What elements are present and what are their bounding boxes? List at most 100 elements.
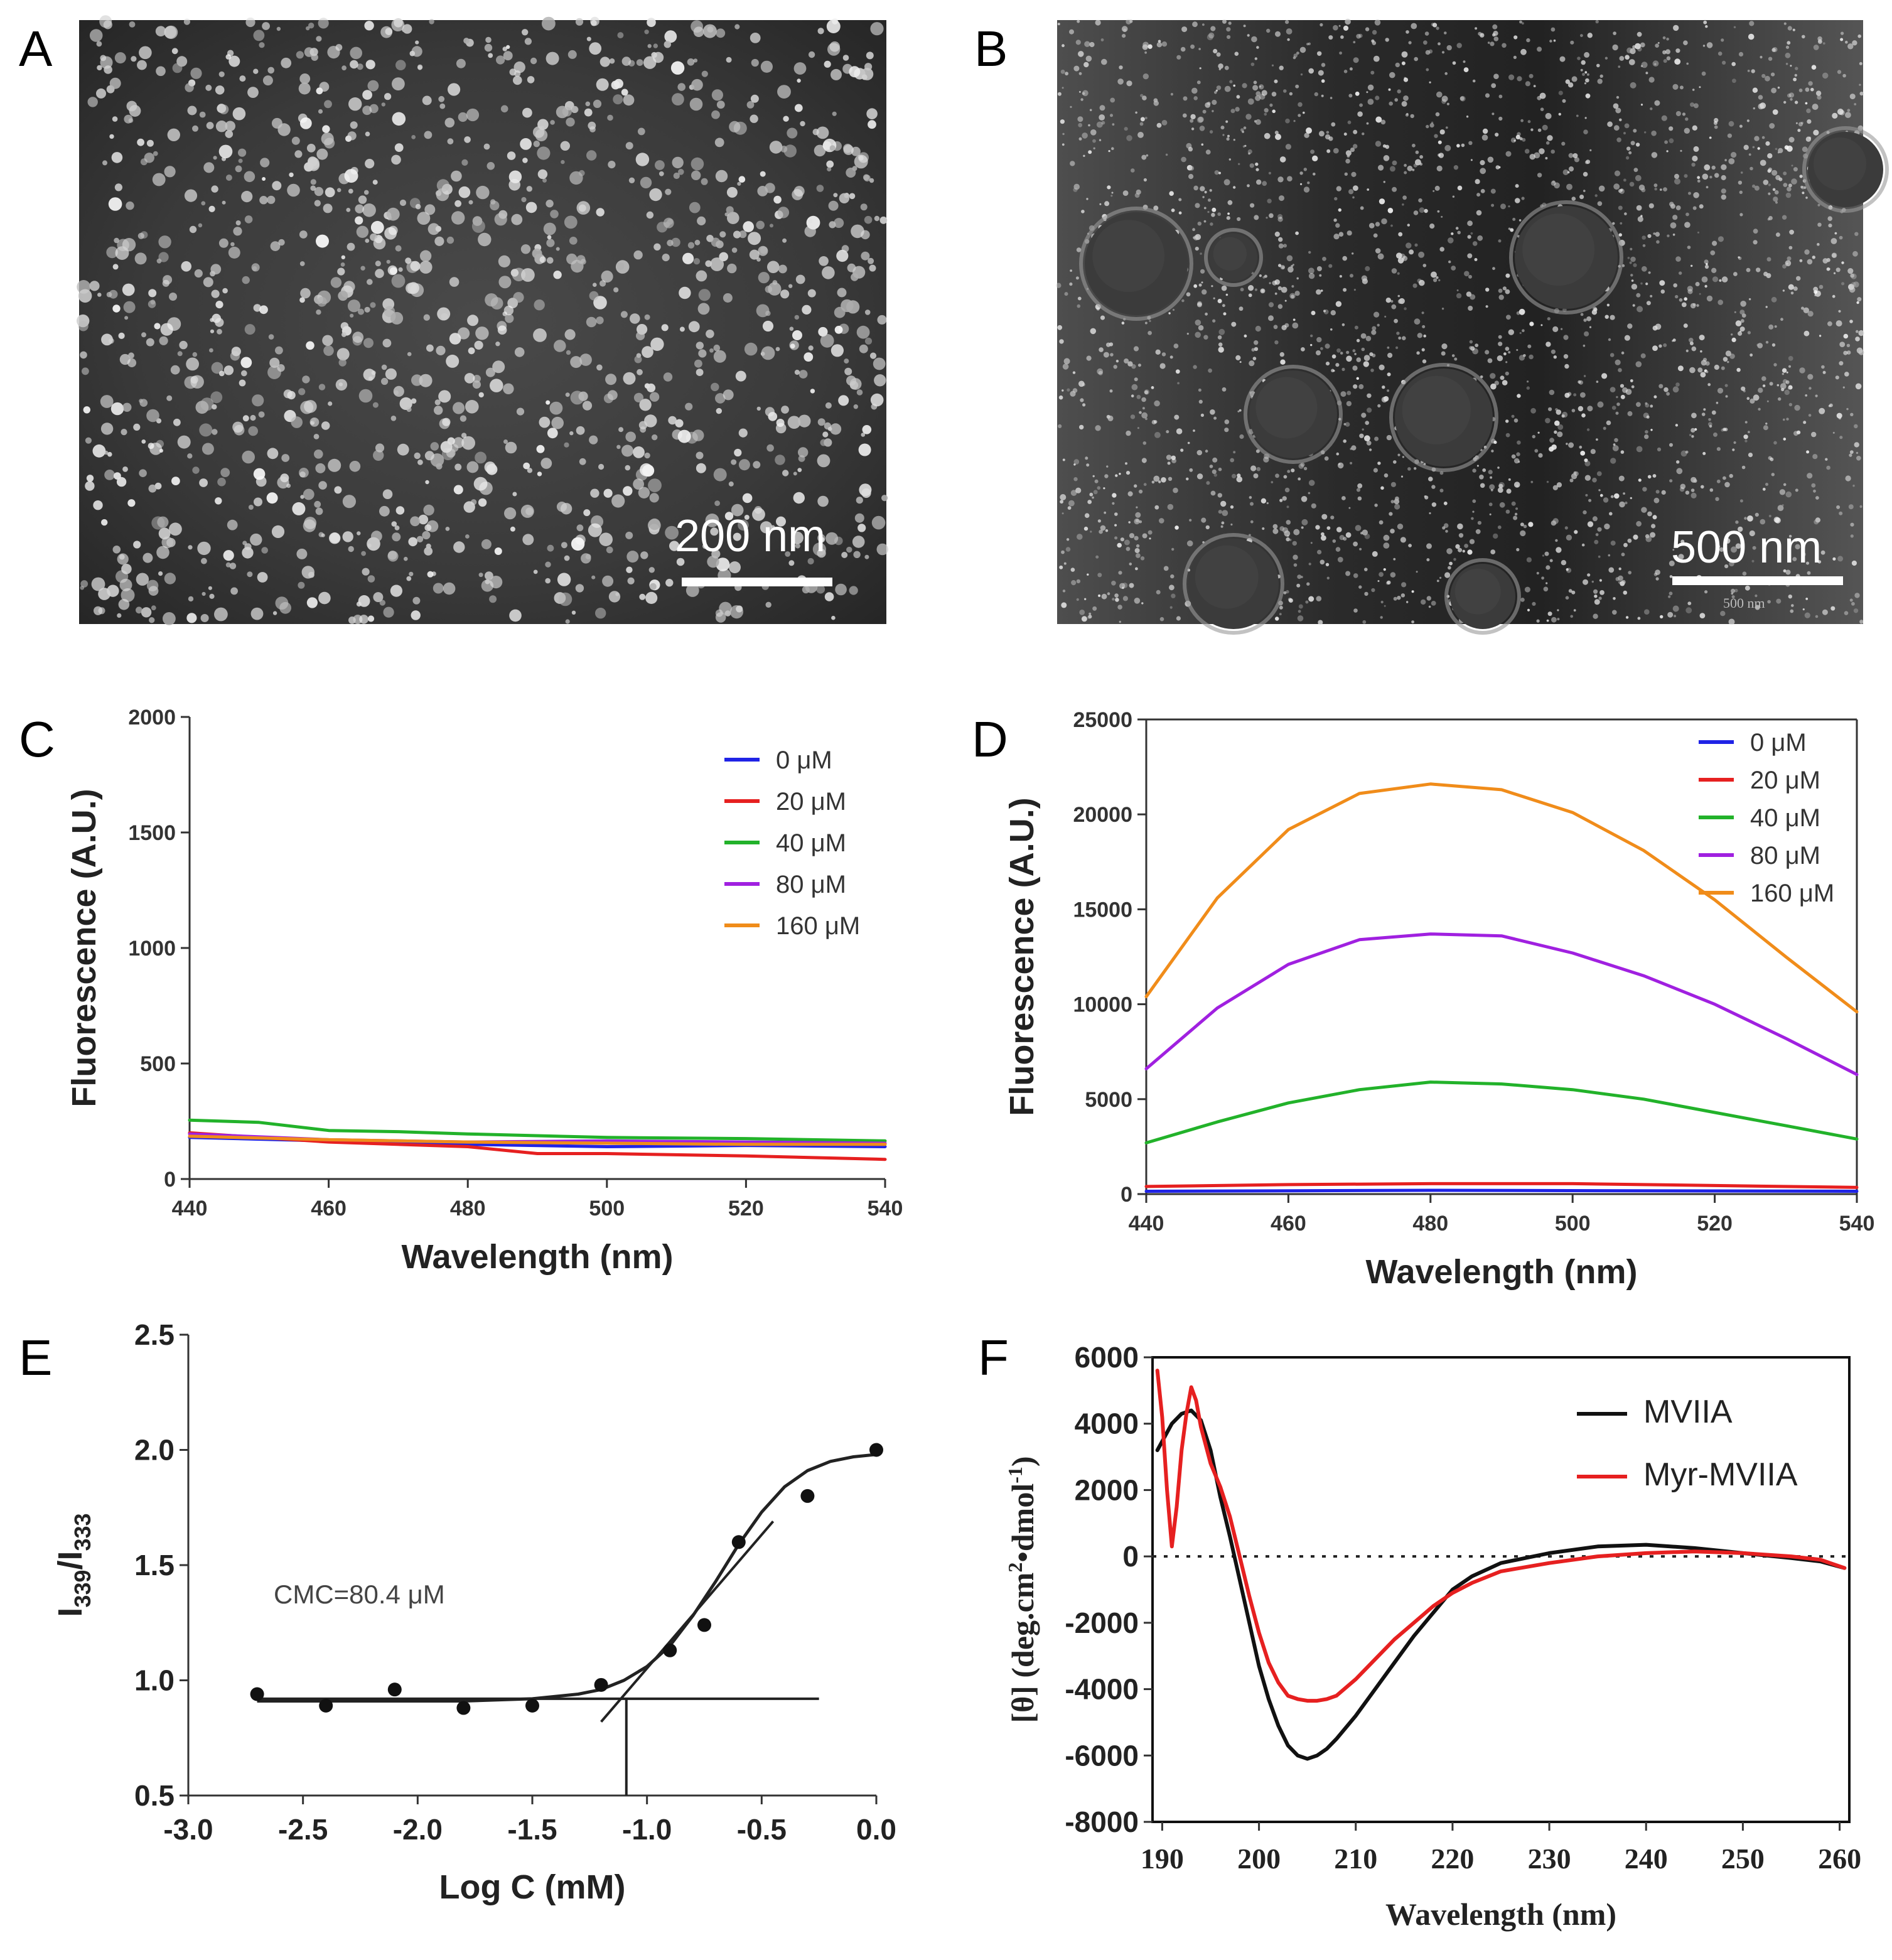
y-tick-label: 2000 xyxy=(1075,1473,1139,1506)
series-line-3 xyxy=(1144,932,1859,1076)
legend-label: 160 μM xyxy=(1750,880,1834,907)
y-tick-label: 10000 xyxy=(1073,993,1132,1017)
y-label-part: [θ] (deg.cm xyxy=(1005,1573,1040,1723)
data-point xyxy=(697,1618,711,1632)
x-tick-label: 540 xyxy=(1839,1212,1875,1236)
x-tick-label: -2.5 xyxy=(278,1813,328,1846)
y-tick-label: 0.5 xyxy=(134,1779,175,1812)
y-tick-label: 0 xyxy=(1121,1183,1132,1207)
micrograph-a: 200 nm xyxy=(77,15,889,625)
y-tick-label: 0 xyxy=(1122,1540,1139,1573)
series-line-4 xyxy=(188,1134,887,1146)
y-axis-label: Fluorescence (A.U.) xyxy=(1003,797,1041,1116)
legend-label: 160 μM xyxy=(776,912,860,940)
x-tick-label: 480 xyxy=(1412,1212,1448,1236)
x-tick-label: 250 xyxy=(1721,1843,1765,1875)
y-label-part: I xyxy=(51,1608,89,1617)
x-axis-label: Log C (mM) xyxy=(439,1868,626,1906)
scale-label-b: 500 nm xyxy=(1671,522,1822,573)
x-tick-label: 0.0 xyxy=(856,1813,896,1846)
data-point xyxy=(869,1443,883,1457)
y-tick-label: -2000 xyxy=(1065,1607,1139,1639)
x-tick-label: -0.5 xyxy=(737,1813,787,1846)
legend-label: MVIIA xyxy=(1643,1394,1733,1430)
legend-label: 20 μM xyxy=(1750,767,1820,794)
x-tick-label: -1.0 xyxy=(622,1813,672,1846)
series-line-2 xyxy=(1144,1080,1859,1144)
x-tick-label: 190 xyxy=(1141,1843,1184,1875)
y-tick-label: 0 xyxy=(164,1168,176,1192)
data-point xyxy=(800,1489,815,1503)
x-axis-label: Wavelength (nm) xyxy=(1385,1897,1616,1932)
plot-frame xyxy=(1151,1356,1851,1823)
y-axis-label: I339/I333 xyxy=(51,1513,95,1617)
x-tick-label: 210 xyxy=(1334,1843,1377,1875)
chart-f: 190 200 210 220 230 240 250 260 -8000 -6000 -4000 -… xyxy=(1004,1341,1861,1932)
chart-c: 440 460 480 500 520 540 0 500 1000 1500 2000 Wavele… xyxy=(65,706,903,1276)
panel-letter-b: B xyxy=(974,21,1008,77)
x-tick-label: -3.0 xyxy=(163,1813,213,1846)
y-axis-label: Fluorescence (A.U.) xyxy=(65,789,103,1107)
y-tick-label: -6000 xyxy=(1065,1739,1139,1772)
x-tick-label: 260 xyxy=(1818,1843,1861,1875)
series-line-0 xyxy=(1144,1188,1859,1193)
y-tick-label: 2.5 xyxy=(134,1318,175,1351)
y-tick-label: 1.5 xyxy=(134,1549,175,1581)
legend-label: 80 μM xyxy=(776,871,846,898)
series-line-4 xyxy=(1144,782,1859,1014)
series-line-1 xyxy=(188,1131,887,1161)
panel-letter-f: F xyxy=(978,1330,1009,1386)
x-tick-label: -2.0 xyxy=(393,1813,443,1846)
y-tick-label: -4000 xyxy=(1065,1673,1139,1706)
legend-label: 0 μM xyxy=(776,746,832,774)
y-tick-label: -8000 xyxy=(1065,1806,1139,1838)
legend-label: 80 μM xyxy=(1750,842,1820,870)
x-tick-label: 500 xyxy=(1555,1212,1591,1236)
panel-letter-d: D xyxy=(972,711,1008,767)
chart-d: 440 460 480 500 520 540 0 5000 10000 15000 20000 25… xyxy=(1003,708,1874,1291)
legend-label: Myr-MVIIA xyxy=(1643,1457,1798,1493)
chart-e: -3.0 -2.5 -2.0 -1.5 -1.0 -0.5 0.0 0.5 1.0 1.5 2.0 2… xyxy=(51,1318,896,1906)
scale-bar-a xyxy=(682,578,832,586)
legend-label: 40 μM xyxy=(1750,804,1820,832)
x-tick-label: 220 xyxy=(1431,1843,1474,1875)
x-axis-label: Wavelength (nm) xyxy=(1365,1253,1637,1291)
x-tick-label: 520 xyxy=(728,1197,764,1220)
panel-letter-c: C xyxy=(19,711,55,767)
legend-label: 20 μM xyxy=(776,788,846,816)
y-tick-label: 2000 xyxy=(128,706,176,730)
data-point xyxy=(731,1535,746,1549)
panel-letter-a: A xyxy=(19,21,53,77)
series-line-2 xyxy=(188,1118,887,1143)
x-tick-label: 460 xyxy=(311,1197,347,1220)
data-point xyxy=(594,1677,608,1692)
micrograph-b: 500 nm 500 nm xyxy=(1056,18,1889,635)
data-point xyxy=(663,1643,677,1657)
x-tick-label: 500 xyxy=(589,1197,625,1220)
panel-letter-e: E xyxy=(19,1330,52,1386)
scale-label-a: 200 nm xyxy=(675,511,825,561)
y-tick-label: 4000 xyxy=(1075,1408,1139,1440)
y-tick-label: 500 xyxy=(140,1052,176,1076)
x-tick-label: 200 xyxy=(1237,1843,1281,1875)
data-point xyxy=(525,1698,539,1713)
x-tick-label: 440 xyxy=(1129,1212,1164,1236)
y-label-sub: 333 xyxy=(70,1513,95,1551)
y-tick-label: 2.0 xyxy=(134,1434,175,1467)
x-tick-label: 460 xyxy=(1271,1212,1306,1236)
series-line-1 xyxy=(1155,1369,1847,1703)
y-label-sup: -1 xyxy=(1004,1467,1026,1483)
cmc-annotation: CMC=80.4 μM xyxy=(274,1580,445,1609)
data-point xyxy=(319,1698,333,1713)
y-tick-label: 5000 xyxy=(1085,1088,1132,1112)
y-tick-label: 1.0 xyxy=(134,1664,175,1697)
fit-curve xyxy=(257,1453,877,1703)
data-point xyxy=(387,1683,402,1697)
x-tick-label: -1.5 xyxy=(507,1813,557,1846)
y-axis-label: [θ] (deg.cm2•dmol-1) xyxy=(1004,1456,1040,1723)
y-tick-label: 6000 xyxy=(1075,1341,1139,1374)
y-label-part: /I xyxy=(51,1551,89,1570)
data-point xyxy=(456,1701,471,1715)
x-tick-label: 480 xyxy=(450,1197,486,1220)
